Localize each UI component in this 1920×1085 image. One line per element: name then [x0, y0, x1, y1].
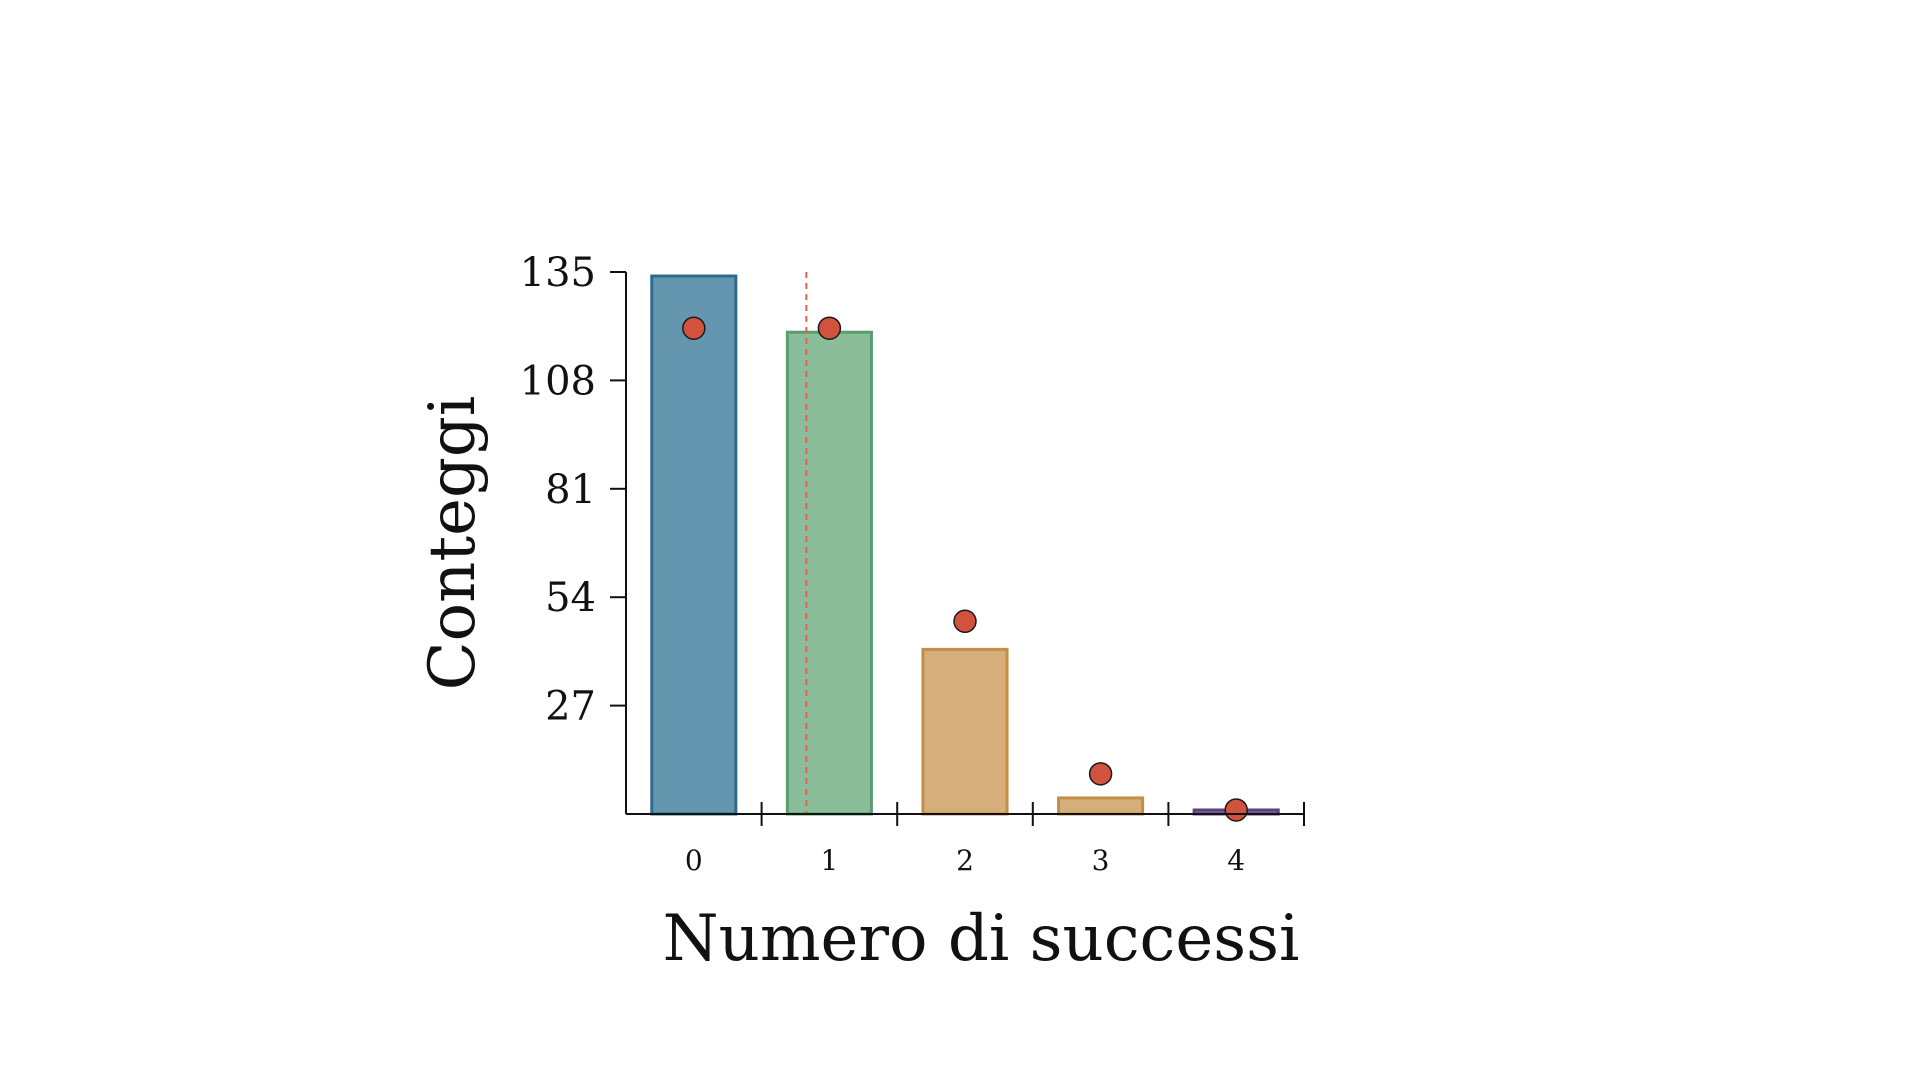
y-axis-label: Conteggi	[416, 396, 490, 691]
x-tick-label-0: 0	[685, 844, 703, 877]
expected-marker-4	[1224, 798, 1248, 822]
expected-marker-3	[1088, 762, 1113, 786]
ticks-layer: 27 54 81 108 135 0 1 2 3 4	[520, 250, 1305, 877]
x-tick-label-2: 2	[956, 844, 974, 877]
x-tick-label-3: 3	[1092, 844, 1110, 877]
expected-marker-2	[953, 609, 977, 634]
y-tick-label-108: 108	[520, 358, 596, 404]
bar-2	[921, 647, 1009, 816]
x-tick-label-4: 4	[1227, 844, 1245, 877]
bars-layer	[650, 274, 1280, 816]
y-tick-label-27: 27	[545, 684, 596, 730]
expected-marker-1	[817, 316, 842, 340]
y-tick-label-54: 54	[545, 575, 596, 621]
y-tick-label-81: 81	[545, 467, 596, 513]
bar-0	[650, 274, 738, 816]
x-tick-label-1: 1	[820, 844, 838, 877]
y-tick-label-135: 135	[520, 250, 596, 296]
x-axis-label: Numero di successi	[663, 902, 1300, 976]
expected-marker-0	[682, 316, 706, 340]
bar-3	[1057, 796, 1145, 816]
axes-layer	[625, 272, 1304, 815]
bar-1	[785, 330, 873, 816]
expected-markers-layer	[682, 316, 1248, 822]
